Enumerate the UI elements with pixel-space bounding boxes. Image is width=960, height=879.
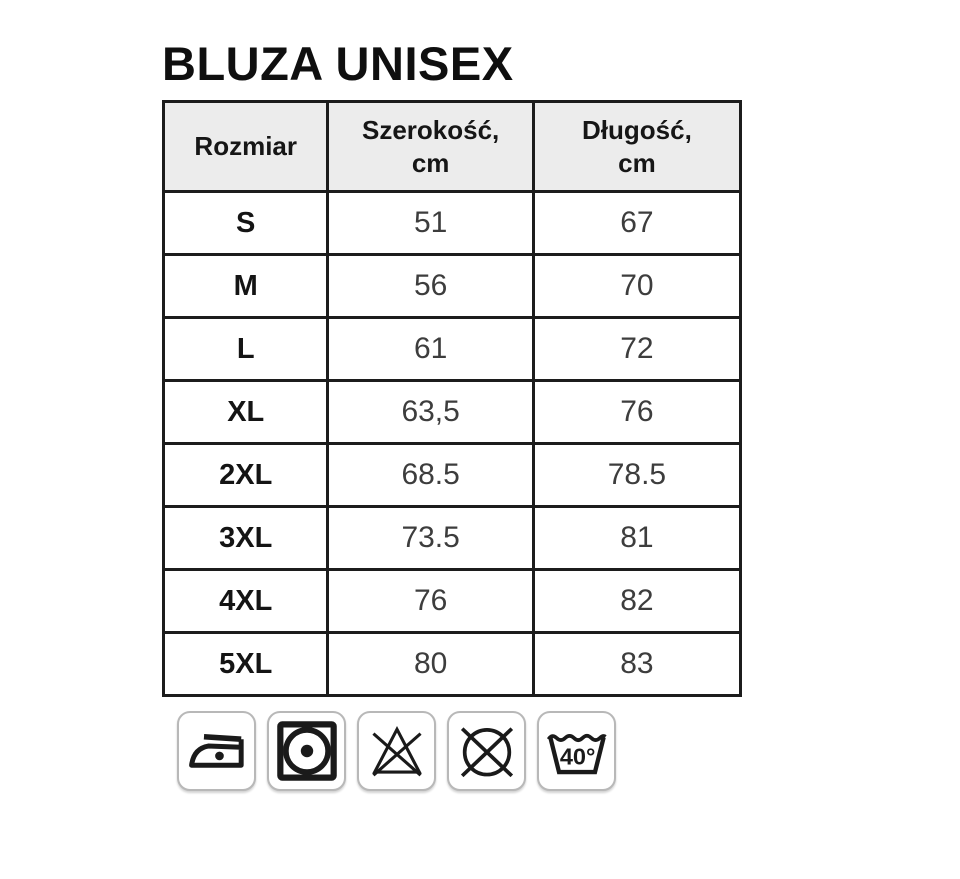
width-cell: 56 bbox=[326, 253, 535, 319]
width-cell: 76 bbox=[326, 568, 535, 634]
length-cell: 76 bbox=[531, 379, 743, 445]
header-length-label: Długość, bbox=[582, 115, 692, 145]
length-cell: 81 bbox=[531, 505, 743, 571]
size-cell: XL bbox=[161, 379, 330, 445]
size-cell: 3XL bbox=[161, 505, 330, 571]
width-cell: 73.5 bbox=[326, 505, 535, 571]
header-width: Szerokość, cm bbox=[326, 100, 535, 193]
length-cell: 83 bbox=[531, 631, 743, 697]
size-cell: 5XL bbox=[161, 631, 330, 697]
table-row: 5XL 80 83 bbox=[161, 631, 743, 697]
width-cell: 68.5 bbox=[326, 442, 535, 508]
size-cell: M bbox=[161, 253, 330, 319]
length-cell: 72 bbox=[531, 316, 743, 382]
iron-icon-glyph bbox=[188, 733, 244, 768]
size-cell: 4XL bbox=[161, 568, 330, 634]
tumble-dry-icon-glyph bbox=[276, 721, 337, 781]
header-width-label: Szerokość, bbox=[361, 115, 500, 145]
width-cell: 61 bbox=[326, 316, 535, 382]
header-length-unit: cm bbox=[618, 147, 656, 178]
wash-40-icon: 40° bbox=[537, 711, 616, 791]
width-cell: 80 bbox=[326, 631, 535, 697]
length-cell: 78.5 bbox=[531, 442, 743, 508]
size-cell: 2XL bbox=[161, 442, 330, 508]
table-row: L 61 72 bbox=[161, 316, 743, 382]
wash-40-icon-glyph: 40° bbox=[546, 733, 607, 775]
table-row: 3XL 73.5 81 bbox=[161, 505, 743, 571]
table-row: S 51 67 bbox=[161, 190, 743, 256]
do-not-bleach-icon-glyph bbox=[371, 725, 422, 777]
width-cell: 51 bbox=[326, 190, 535, 256]
table-row: 4XL 76 82 bbox=[161, 568, 743, 634]
size-cell: S bbox=[161, 190, 330, 256]
table-row: M 56 70 bbox=[161, 253, 743, 319]
table-row: XL 63,5 76 bbox=[161, 379, 743, 445]
length-cell: 82 bbox=[531, 568, 743, 634]
iron-icon bbox=[177, 711, 256, 791]
table-header-row: Rozmiar Szerokość, cm Długość, cm bbox=[161, 100, 743, 193]
do-not-dry-clean-icon bbox=[447, 711, 526, 791]
table-row: 2XL 68.5 78.5 bbox=[161, 442, 743, 508]
header-size: Rozmiar bbox=[161, 100, 330, 193]
do-not-dry-clean-icon-glyph bbox=[460, 727, 513, 778]
wash-temp-label: 40° bbox=[559, 744, 595, 770]
header-length: Długość, cm bbox=[531, 100, 743, 193]
size-table: Rozmiar Szerokość, cm Długość, cm S 51 6… bbox=[161, 100, 743, 697]
do-not-bleach-icon bbox=[357, 711, 436, 791]
header-size-label: Rozmiar bbox=[194, 131, 297, 162]
length-cell: 67 bbox=[531, 190, 743, 256]
tumble-dry-icon bbox=[267, 711, 346, 791]
size-cell: L bbox=[161, 316, 330, 382]
length-cell: 70 bbox=[531, 253, 743, 319]
care-icons-row: 40° bbox=[177, 711, 616, 791]
width-cell: 63,5 bbox=[326, 379, 535, 445]
header-width-unit: cm bbox=[411, 147, 450, 178]
page-title: BLUZA UNISEX bbox=[162, 37, 514, 90]
